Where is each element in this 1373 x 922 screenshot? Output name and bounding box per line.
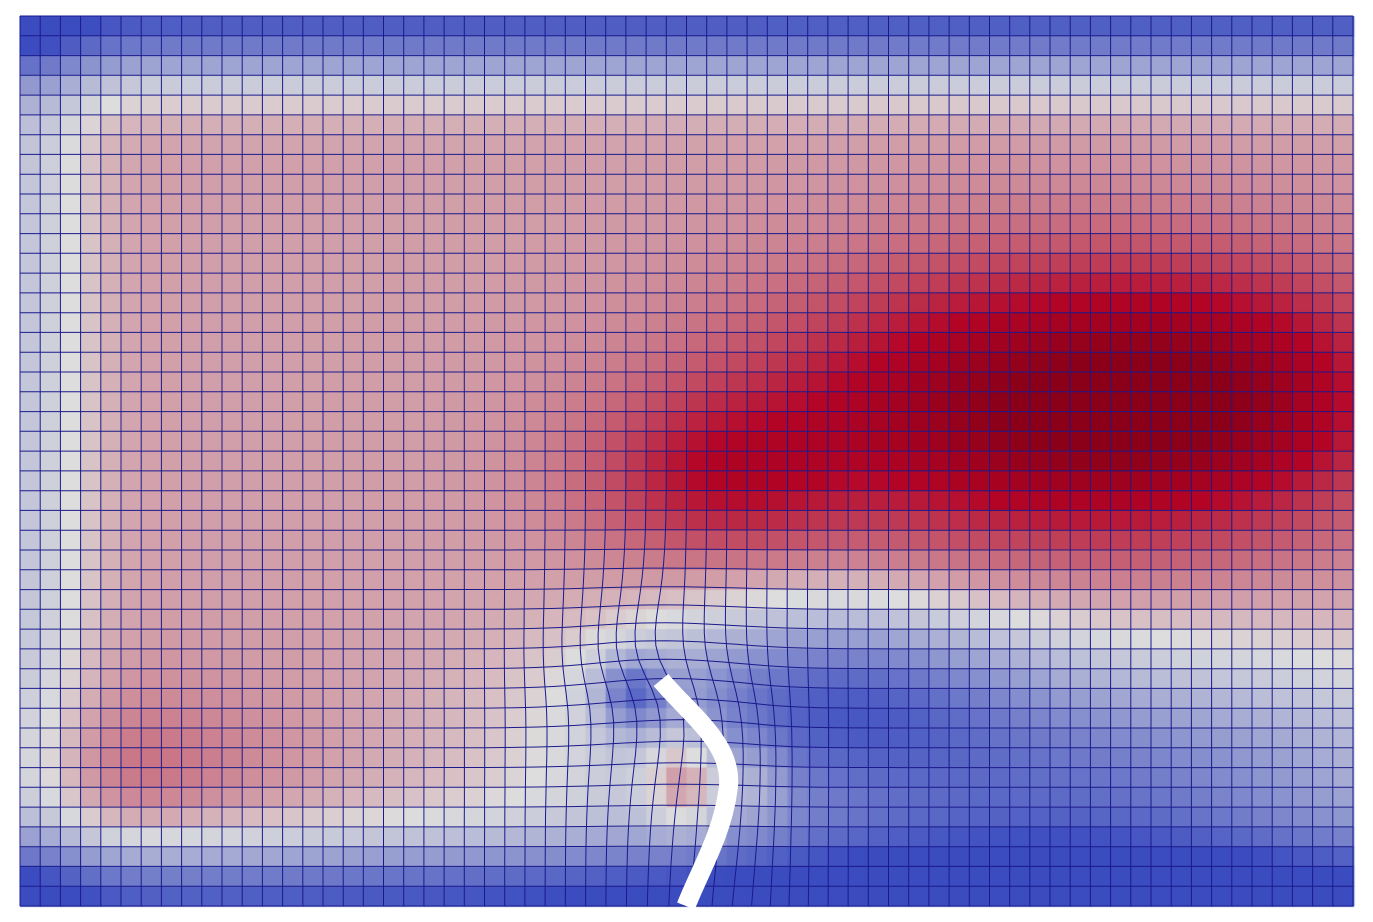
mesh-line-vertical — [523, 16, 527, 906]
mesh-line-horizontal — [20, 783, 1353, 788]
mesh-line-horizontal — [20, 567, 1353, 571]
mesh-line-horizontal — [20, 604, 1353, 610]
mesh-line-vertical — [827, 16, 830, 907]
mesh-line-horizontal — [20, 804, 1353, 808]
mesh-line-vertical — [615, 16, 638, 907]
mesh-line-horizontal — [20, 640, 1353, 650]
mesh-line-vertical — [597, 16, 615, 907]
mesh-line-horizontal — [20, 762, 1353, 769]
mesh-line-horizontal — [20, 548, 1353, 551]
mesh-line-vertical — [654, 16, 685, 907]
mesh-line-vertical — [542, 16, 548, 906]
mesh-line-vertical — [682, 16, 702, 907]
mesh-line-horizontal — [20, 845, 1353, 848]
mesh-line-vertical — [561, 16, 570, 907]
mesh-line-horizontal — [20, 677, 1353, 689]
mesh-line-vertical — [503, 16, 506, 906]
mesh-line-vertical — [579, 16, 592, 906]
mesh-line-vertical — [634, 16, 661, 907]
mesh-line-vertical — [806, 16, 811, 907]
mesh-line-horizontal — [20, 658, 1353, 670]
mesh-line-horizontal — [20, 586, 1353, 591]
mesh-line-horizontal — [20, 622, 1353, 630]
mesh-line-vertical — [766, 16, 777, 907]
mesh-line-vertical — [745, 16, 761, 907]
mesh-line-horizontal — [20, 698, 1353, 709]
mesh-grid-lines — [19, 15, 1354, 907]
mesh-line-horizontal — [20, 825, 1353, 828]
mesh-line-horizontal — [20, 740, 1353, 749]
mesh-line-vertical — [786, 16, 793, 907]
elastic-flap — [653, 673, 739, 910]
mesh-line-vertical — [724, 16, 744, 907]
